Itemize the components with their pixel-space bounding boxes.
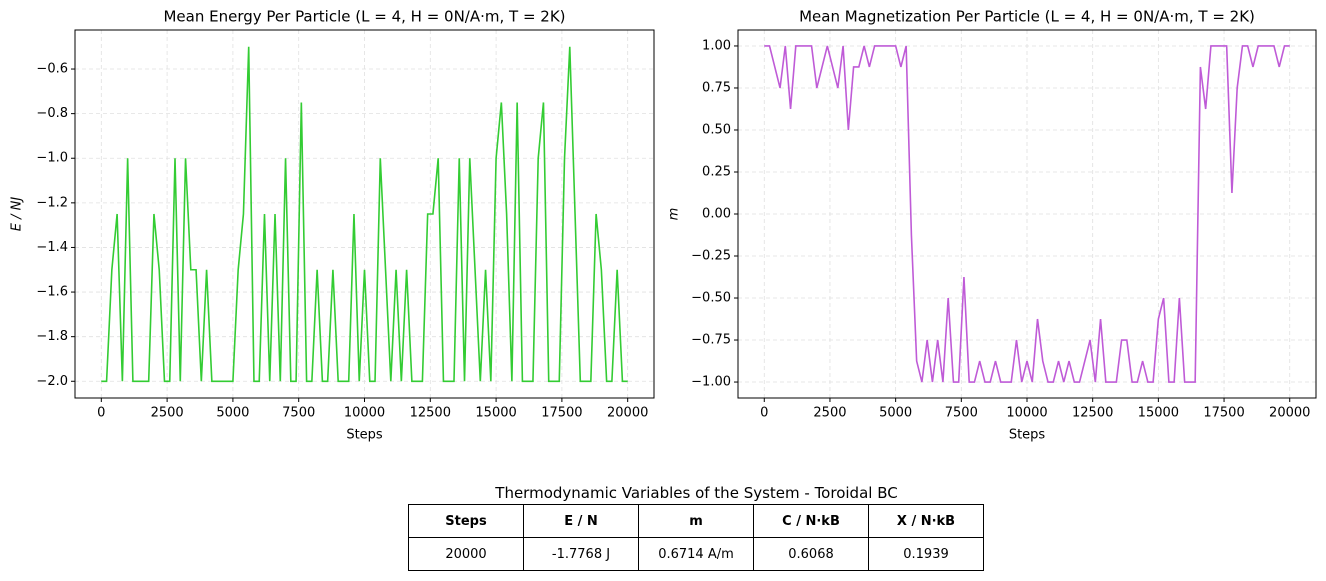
x-axis-label: Steps — [346, 428, 383, 443]
table-cell: 20000 — [408, 537, 524, 571]
y-tick-label: −0.6 — [36, 62, 68, 77]
chart-title: Mean Magnetization Per Particle (L = 4, … — [799, 8, 1255, 26]
plot-frame — [74, 29, 655, 399]
table-cell: 0.1939 — [868, 537, 984, 571]
table-row: 20000 -1.7768 J 0.6714 A/m 0.6068 0.1939 — [408, 537, 984, 571]
y-tick-label: −0.25 — [691, 249, 731, 264]
x-tick-label: 20000 — [1269, 406, 1310, 421]
y-tick-label: −1.0 — [36, 151, 68, 166]
table-cell: X / N·kB — [868, 504, 984, 538]
x-tick-label: 12500 — [1072, 406, 1113, 421]
table-cell: Steps — [408, 504, 524, 538]
y-tick-label: −1.2 — [36, 195, 68, 210]
table-cell: m — [638, 504, 754, 538]
table-cell: 0.6068 — [753, 537, 869, 571]
y-axis-label: E / NJ — [10, 197, 25, 232]
y-tick-label: 0.50 — [702, 122, 731, 137]
plot-frame — [737, 29, 1317, 399]
x-tick-label: 5000 — [216, 406, 249, 421]
y-axis-label: m — [667, 208, 682, 221]
x-tick-label: 7500 — [282, 406, 315, 421]
data-line — [101, 46, 628, 383]
y-tick-label: −1.6 — [36, 285, 68, 300]
y-tick-label: −0.75 — [691, 333, 731, 348]
y-tick-label: −1.4 — [36, 240, 68, 255]
x-tick-label: 2500 — [151, 406, 184, 421]
x-tick-label: 17500 — [1203, 406, 1244, 421]
data-line — [764, 45, 1290, 383]
x-tick-label: 10000 — [1006, 406, 1047, 421]
x-tick-label: 2500 — [813, 406, 846, 421]
table-cell: 0.6714 A/m — [638, 537, 754, 571]
y-tick-label: 0.25 — [702, 164, 731, 179]
x-tick-label: 7500 — [945, 406, 978, 421]
y-tick-label: −2.0 — [36, 374, 68, 389]
table-cell: E / N — [523, 504, 639, 538]
x-tick-label: 15000 — [1138, 406, 1179, 421]
y-tick-label: −0.50 — [691, 291, 731, 306]
x-tick-label: 5000 — [879, 406, 912, 421]
table-cell: C / N·kB — [753, 504, 869, 538]
y-tick-label: 1.00 — [702, 38, 731, 53]
table-title: Thermodynamic Variables of the System - … — [495, 484, 898, 502]
charts: 0 2500 5000 7500 10000 12500 15000 17500 20000 −2… — [10, 8, 1317, 443]
x-tick-label: 12500 — [410, 406, 451, 421]
x-axis-label: Steps — [1009, 428, 1046, 443]
y-tick-label: 0.00 — [702, 207, 731, 222]
table-cell: -1.7768 J — [523, 537, 639, 571]
y-tick-label: −1.8 — [36, 329, 68, 344]
x-tick-label: 0 — [760, 406, 768, 421]
x-tick-label: 15000 — [475, 406, 516, 421]
x-tick-label: 10000 — [344, 406, 385, 421]
x-tick-label: 0 — [97, 406, 105, 421]
y-tick-label: 0.75 — [702, 80, 731, 95]
x-tick-label: 17500 — [541, 406, 582, 421]
x-tick-label: 20000 — [607, 406, 648, 421]
y-tick-label: −0.8 — [36, 106, 68, 121]
chart-title: Mean Energy Per Particle (L = 4, H = 0N/… — [163, 8, 565, 26]
y-tick-label: −1.00 — [691, 375, 731, 390]
